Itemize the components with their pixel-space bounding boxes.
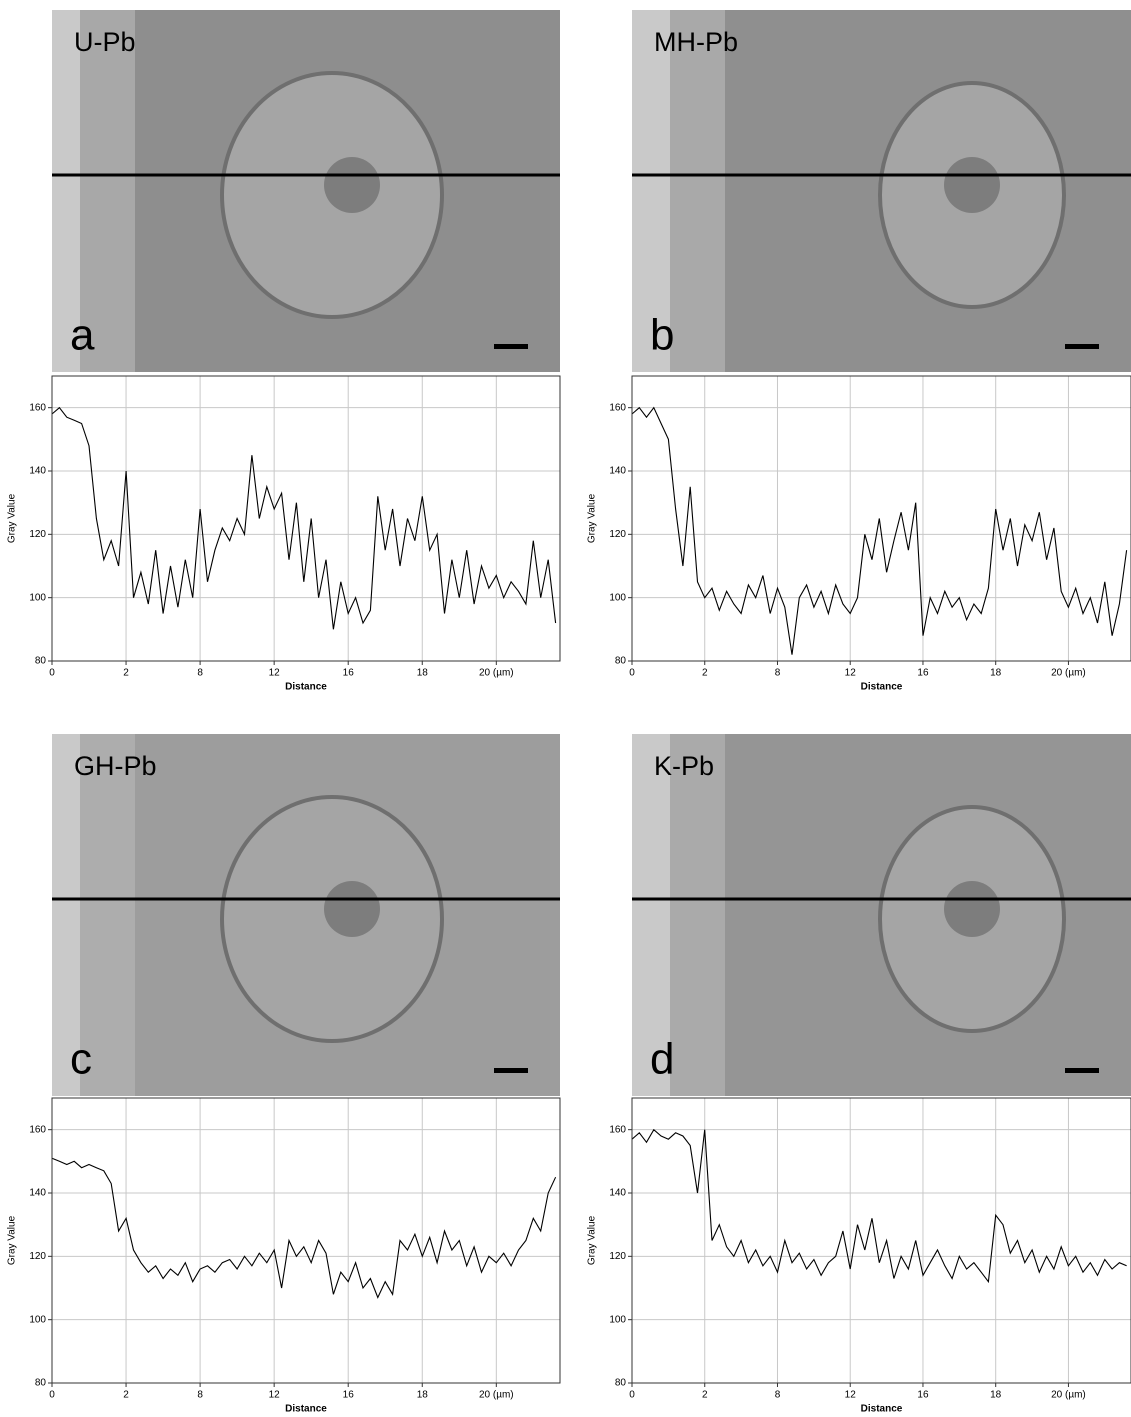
panel: U-Pb a xyxy=(52,10,560,372)
x-axis-label: Distance xyxy=(861,1404,903,1415)
scale-bar xyxy=(494,1068,528,1073)
x-tick-label: 12 xyxy=(845,1390,857,1401)
nucleolus xyxy=(944,157,1000,213)
y-tick-label: 120 xyxy=(29,529,46,540)
y-tick-label: 140 xyxy=(29,1188,46,1199)
profile-curve xyxy=(51,1157,557,1299)
x-axis-label: Distance xyxy=(285,1404,327,1415)
nucleolus xyxy=(944,881,1000,937)
panel-letter: b xyxy=(650,311,674,360)
y-tick-label: 80 xyxy=(615,656,627,667)
panel-letter: a xyxy=(70,311,95,360)
y-axis-label: Gray Value xyxy=(7,1215,18,1265)
x-tick-label: 20 (µm) xyxy=(479,1390,514,1401)
y-tick-label: 160 xyxy=(609,402,626,413)
x-tick-label: 8 xyxy=(197,1390,203,1401)
x-tick-label: 8 xyxy=(775,1390,781,1401)
panel-letter: c xyxy=(70,1035,92,1084)
y-tick-label: 160 xyxy=(29,402,46,413)
image-label: MH-Pb xyxy=(654,27,738,57)
lumen xyxy=(632,734,670,1096)
x-tick-label: 16 xyxy=(917,1390,929,1401)
y-tick-label: 100 xyxy=(29,1314,46,1325)
plot-frame xyxy=(51,375,561,662)
plot-frame xyxy=(51,1097,561,1384)
scale-bar xyxy=(1065,344,1099,349)
x-tick-label: 12 xyxy=(269,668,281,679)
nucleolus xyxy=(324,157,380,213)
plot-area xyxy=(631,1097,1131,1384)
panel: K-Pb d xyxy=(632,734,1131,1096)
panel: GH-Pb c xyxy=(52,734,560,1096)
x-tick-label: 0 xyxy=(629,1390,635,1401)
membrane-zone xyxy=(670,10,725,372)
x-tick-label: 2 xyxy=(702,1390,708,1401)
y-tick-label: 100 xyxy=(29,592,46,603)
x-axis-label: Distance xyxy=(285,682,327,693)
x-tick-label: 20 (µm) xyxy=(479,668,514,679)
plot-area xyxy=(631,375,1131,662)
x-tick-label: 18 xyxy=(417,668,429,679)
y-tick-label: 140 xyxy=(609,466,626,477)
y-tick-label: 100 xyxy=(609,1314,626,1325)
x-axis-label: Distance xyxy=(861,682,903,693)
image-label: K-Pb xyxy=(654,751,714,781)
x-tick-label: 2 xyxy=(123,668,129,679)
x-tick-label: 12 xyxy=(269,1390,281,1401)
y-tick-label: 160 xyxy=(29,1124,46,1135)
x-tick-label: 20 (µm) xyxy=(1051,668,1086,679)
y-tick-label: 120 xyxy=(29,1251,46,1262)
x-tick-label: 16 xyxy=(917,668,929,679)
membrane-zone xyxy=(80,734,135,1096)
y-tick-label: 80 xyxy=(35,1378,47,1389)
profile-curve xyxy=(51,406,557,630)
x-tick-label: 0 xyxy=(629,668,635,679)
x-tick-label: 16 xyxy=(343,1390,355,1401)
scale-bar xyxy=(1065,1068,1099,1073)
y-axis-label: Gray Value xyxy=(587,1215,598,1265)
x-tick-label: 20 (µm) xyxy=(1051,1390,1086,1401)
lumen xyxy=(632,10,670,372)
lumen xyxy=(52,734,80,1096)
image-label: U-Pb xyxy=(74,27,136,57)
x-tick-label: 16 xyxy=(343,668,355,679)
x-tick-label: 18 xyxy=(990,1390,1002,1401)
x-tick-label: 12 xyxy=(845,668,857,679)
y-axis-label: Gray Value xyxy=(587,493,598,543)
profile-curve xyxy=(631,406,1128,655)
x-tick-label: 0 xyxy=(49,668,55,679)
plot-frame xyxy=(631,375,1131,662)
image-label: GH-Pb xyxy=(74,751,157,781)
scale-bar xyxy=(494,344,528,349)
membrane-zone xyxy=(670,734,725,1096)
y-tick-label: 140 xyxy=(29,466,46,477)
nucleolus xyxy=(324,881,380,937)
panel-letter: d xyxy=(650,1035,674,1084)
plot-area xyxy=(51,375,561,662)
y-tick-label: 140 xyxy=(609,1188,626,1199)
y-tick-label: 80 xyxy=(615,1378,627,1389)
y-axis-label: Gray Value xyxy=(7,493,18,543)
x-tick-label: 0 xyxy=(49,1390,55,1401)
lumen xyxy=(52,10,80,372)
x-tick-label: 8 xyxy=(197,668,203,679)
profile-curve xyxy=(631,1128,1127,1284)
y-tick-label: 160 xyxy=(609,1124,626,1135)
x-tick-label: 18 xyxy=(990,668,1002,679)
plot-frame xyxy=(631,1097,1131,1384)
y-tick-label: 80 xyxy=(35,656,47,667)
x-tick-label: 18 xyxy=(417,1390,429,1401)
x-tick-label: 2 xyxy=(123,1390,129,1401)
y-tick-label: 120 xyxy=(609,1251,626,1262)
y-tick-label: 120 xyxy=(609,529,626,540)
x-tick-label: 8 xyxy=(775,668,781,679)
plot-area xyxy=(51,1097,561,1384)
panel: MH-Pb b xyxy=(632,10,1131,372)
y-tick-label: 100 xyxy=(609,592,626,603)
membrane-zone xyxy=(80,10,135,372)
x-tick-label: 2 xyxy=(702,668,708,679)
